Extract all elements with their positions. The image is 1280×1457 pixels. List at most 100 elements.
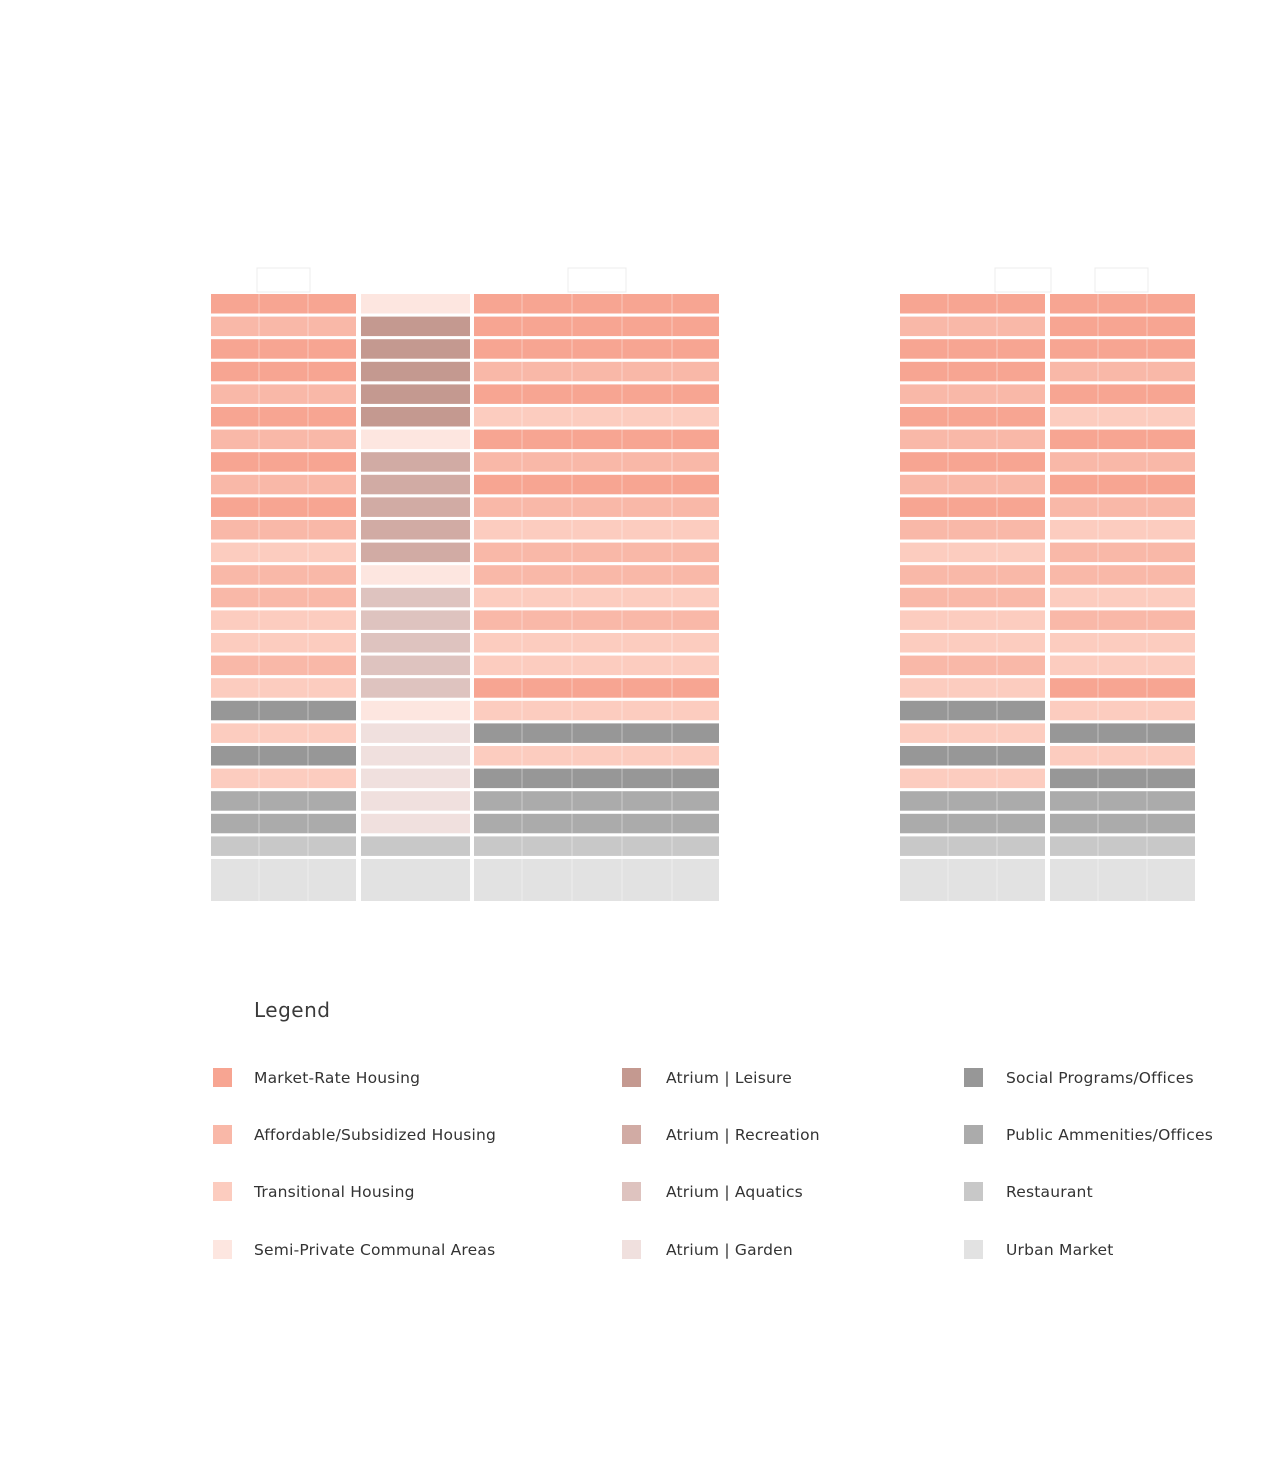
- left-tower-west-block-floor-9-transitional: [211, 678, 356, 698]
- legend-label: Affordable/Subsidized Housing: [254, 1125, 497, 1144]
- right-tower-east-block-floor-16-transitional: [1050, 520, 1195, 540]
- right-tower-east-block-floor-5-social: [1050, 768, 1195, 789]
- right-tower-west-block-floor-13-affordable: [900, 587, 1045, 608]
- program-diagram: [211, 267, 1195, 901]
- left-tower-east-block-floor-4-public: [474, 791, 719, 811]
- left-tower-west-block-floor-18-affordable: [211, 474, 356, 495]
- right-tower-west-block-floor-18-affordable: [900, 474, 1045, 495]
- right-tower-west-block-floor-12-transitional: [900, 610, 1045, 630]
- left-tower-east-block-floor-20-market: [474, 429, 719, 450]
- left-tower-atrium-floor-3-atrium-garden: [361, 813, 470, 834]
- left-tower-west-block-floor-21-market: [211, 407, 356, 427]
- right-tower-east-block-floor-23-affordable: [1050, 361, 1195, 382]
- right-tower-west-block-floor-17-market: [900, 497, 1045, 517]
- right-tower-west-block-floor-3-public: [900, 813, 1045, 834]
- legend-item-atrium-leisure: Atrium | Leisure: [622, 1068, 792, 1087]
- right-tower-west-block-floor-15-transitional: [900, 542, 1045, 563]
- left-tower-west-block-floor-22-affordable: [211, 384, 356, 404]
- right-tower-east-block-floor-21-transitional: [1050, 407, 1195, 427]
- left-tower-east-block-floor-25-market: [474, 316, 719, 337]
- left-tower-east-block-floor-6-transitional: [474, 746, 719, 766]
- left-tower-east-block-floor-11-transitional: [474, 633, 719, 653]
- legend-title: Legend: [254, 998, 331, 1022]
- legend-swatch: [213, 1182, 232, 1201]
- left-tower-atrium-floor-26-semi-private: [361, 294, 470, 314]
- left-tower-west-block-floor-26-market: [211, 294, 356, 314]
- right-tower-west-block-floor-24-market: [900, 339, 1045, 359]
- right-tower-west-block-floor-19-market: [900, 452, 1045, 472]
- legend-item-transitional: Transitional Housing: [213, 1182, 415, 1201]
- legend-swatch: [213, 1068, 232, 1087]
- left-tower-west-block-floor-16-affordable: [211, 520, 356, 540]
- right-tower-west-block-floor-14-affordable: [900, 565, 1045, 585]
- right-tower-west-block-floor-5-transitional: [900, 768, 1045, 789]
- left-tower-east-block-floor-24-market: [474, 339, 719, 359]
- right-tower-east-block-floor-7-social: [1050, 723, 1195, 743]
- left-tower-atrium-floor-9-atrium-aquatics: [361, 678, 470, 698]
- left-tower-atrium-floor-14-semi-private: [361, 565, 470, 585]
- left-tower-atrium-floor-5-atrium-garden: [361, 768, 470, 789]
- left-tower-atrium-floor-1-market-urban: [361, 859, 470, 901]
- left-tower-atrium-floor-18-atrium-recreation: [361, 474, 470, 495]
- right-tower-west-block-floor-6-social: [900, 746, 1045, 766]
- legend-swatch: [622, 1240, 641, 1259]
- left-tower-west-block-floor-19-market: [211, 452, 356, 472]
- left-tower-atrium-floor-17-atrium-recreation: [361, 497, 470, 517]
- left-tower-atrium-floor-20-semi-private: [361, 429, 470, 450]
- left-tower-east-block-floor-26-market: [474, 294, 719, 314]
- left-tower-east-block-floor-15-affordable: [474, 542, 719, 563]
- left-tower-east-block-floor-17-affordable: [474, 497, 719, 517]
- left-tower-west-block-floor-4-public: [211, 791, 356, 811]
- right-tower-east-block-floor-9-market: [1050, 678, 1195, 698]
- left-tower-east-block-floor-14-affordable: [474, 565, 719, 585]
- right-tower: [900, 294, 1195, 901]
- left-tower-west-block-floor-12-transitional: [211, 610, 356, 630]
- left-tower-west-block-floor-17-market: [211, 497, 356, 517]
- left-tower-west-block-floor-8-social: [211, 700, 356, 721]
- left-tower-atrium-floor-6-atrium-garden: [361, 746, 470, 766]
- left-tower-east-block-floor-23-affordable: [474, 361, 719, 382]
- right-tower-east-block-floor-26-market: [1050, 294, 1195, 314]
- left-tower-atrium-floor-19-atrium-recreation: [361, 452, 470, 472]
- legend-swatch: [622, 1125, 641, 1144]
- right-tower-east-block-floor-14-affordable: [1050, 565, 1195, 585]
- right-tower-east-block-floor-20-market: [1050, 429, 1195, 450]
- legend-item-semi-private: Semi-Private Communal Areas: [213, 1240, 495, 1259]
- legend-label: Atrium | Leisure: [666, 1068, 792, 1087]
- legend-swatch: [964, 1182, 983, 1201]
- legend-label: Urban Market: [1006, 1240, 1114, 1259]
- right-tower-west-block-floor-25-affordable: [900, 316, 1045, 337]
- left-tower-east-block-floor-13-transitional: [474, 587, 719, 608]
- left-tower-east-block-floor-5-social: [474, 768, 719, 789]
- legend-label: Atrium | Aquatics: [666, 1182, 803, 1201]
- legend-item-restaurant: Restaurant: [964, 1182, 1093, 1201]
- left-tower-east-block-floor-2-restaurant: [474, 836, 719, 856]
- right-tower-east-block-floor-11-transitional: [1050, 633, 1195, 653]
- roof-outline: [1094, 267, 1149, 293]
- left-tower-atrium-floor-8-semi-private: [361, 700, 470, 721]
- left-tower-atrium-floor-13-atrium-aquatics: [361, 587, 470, 608]
- left-tower-west-block-floor-20-affordable: [211, 429, 356, 450]
- legend-label: Atrium | Recreation: [666, 1125, 820, 1144]
- right-tower-west-block-floor-9-transitional: [900, 678, 1045, 698]
- left-tower-west-block-floor-5-transitional: [211, 768, 356, 789]
- right-tower-east-block-floor-8-transitional: [1050, 700, 1195, 721]
- left-tower-east-block-floor-21-transitional: [474, 407, 719, 427]
- legend-swatch: [964, 1068, 983, 1087]
- legend-swatch: [622, 1068, 641, 1087]
- left-tower: [211, 294, 719, 901]
- left-tower-east-block-floor-9-market: [474, 678, 719, 698]
- left-tower-east-block-floor-1-market-urban: [474, 859, 719, 901]
- left-tower-atrium-floor-4-atrium-garden: [361, 791, 470, 811]
- legend-item-atrium-aquatics: Atrium | Aquatics: [622, 1182, 803, 1201]
- left-tower-east-block-floor-3-public: [474, 813, 719, 834]
- right-tower-west-block-floor-11-transitional: [900, 633, 1045, 653]
- left-tower-east-block-floor-12-affordable: [474, 610, 719, 630]
- legend-swatch: [622, 1182, 641, 1201]
- left-tower-atrium-floor-23-atrium-leisure: [361, 361, 470, 382]
- left-tower-west-block-floor-2-restaurant: [211, 836, 356, 856]
- legend-item-social: Social Programs/Offices: [964, 1068, 1194, 1087]
- right-tower-west-block-floor-16-affordable: [900, 520, 1045, 540]
- left-tower-east-block-floor-22-market: [474, 384, 719, 404]
- left-tower-west-block-floor-7-transitional: [211, 723, 356, 743]
